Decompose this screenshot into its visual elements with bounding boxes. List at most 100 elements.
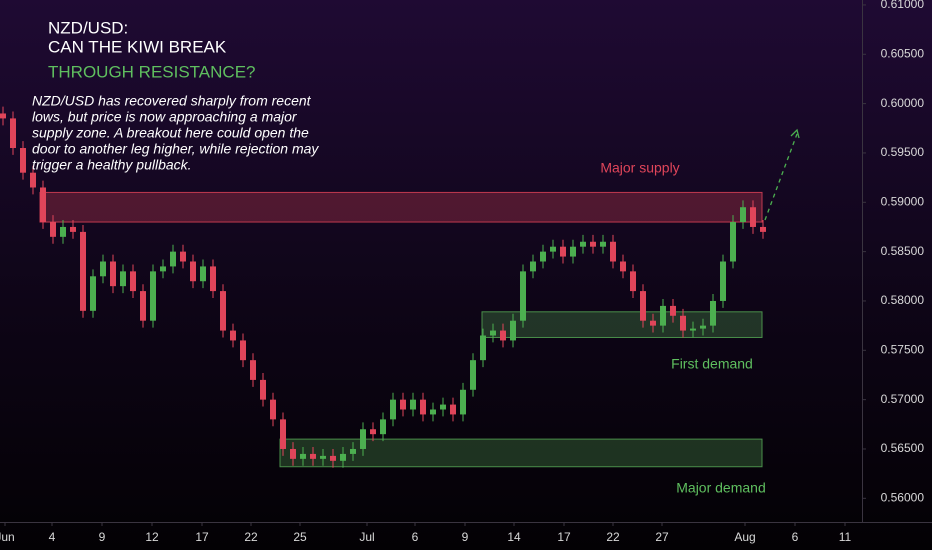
candle-body — [360, 429, 366, 449]
candle-body — [480, 335, 486, 361]
candle-body — [730, 222, 736, 262]
candle-body — [130, 271, 136, 292]
candle-body — [190, 261, 196, 282]
candle-body — [10, 118, 16, 149]
candle-body — [680, 315, 686, 331]
candle-body — [340, 453, 346, 461]
zone — [39, 191, 763, 223]
candle-body — [120, 271, 126, 287]
zone-label: First demand — [671, 356, 753, 372]
candle-body — [170, 251, 176, 267]
candle-body — [440, 404, 446, 410]
zone-label: Major supply — [600, 160, 679, 176]
candle-body — [20, 148, 26, 173]
candle-body — [750, 207, 756, 227]
candle-body — [150, 271, 156, 321]
candle-body — [80, 231, 86, 311]
candle-body — [270, 399, 276, 420]
y-tick-label: 0.57000 — [881, 392, 925, 406]
candle-body — [760, 226, 766, 232]
y-tick-label: 0.58500 — [881, 244, 925, 258]
candle-body — [660, 305, 666, 326]
zone-label: Major demand — [676, 480, 766, 496]
candle-body — [230, 330, 236, 341]
x-tick-label: 17 — [557, 530, 571, 544]
candle-body — [160, 266, 166, 272]
y-tick-label: 0.61000 — [881, 0, 925, 11]
candle-body — [550, 246, 556, 252]
title-line: NZD/USD: — [48, 18, 128, 37]
y-tick-label: 0.58000 — [881, 293, 925, 307]
projection-arrowhead — [790, 128, 800, 139]
candle-body — [90, 276, 96, 311]
x-tick-label: Jul — [359, 530, 374, 544]
x-tick-label: 22 — [606, 530, 620, 544]
x-tick-label: 17 — [195, 530, 209, 544]
candle-body — [50, 222, 56, 237]
candle-body — [490, 330, 496, 336]
candle-body — [400, 399, 406, 410]
candle-body — [300, 453, 306, 459]
candle-body — [60, 226, 66, 237]
x-tick-label: 14 — [507, 530, 521, 544]
candle-body — [560, 246, 566, 257]
candle-body — [30, 172, 36, 188]
candle-body — [450, 404, 456, 415]
candle-body — [430, 409, 436, 415]
candle-body — [470, 360, 476, 390]
description-line: supply zone. A breakout here could open … — [32, 125, 309, 141]
candle-body — [570, 246, 576, 257]
candle-body — [620, 261, 626, 272]
candle-body — [180, 251, 186, 262]
candle-body — [600, 241, 606, 247]
candle-body — [110, 261, 116, 287]
x-tick-label: 22 — [244, 530, 258, 544]
candle-body — [240, 340, 246, 361]
y-tick-label: 0.57500 — [881, 342, 925, 356]
candle-body — [700, 325, 706, 329]
candle-body — [140, 291, 146, 321]
candle-body — [690, 328, 696, 331]
candle-body — [260, 379, 266, 400]
title-line: CAN THE KIWI BREAK — [48, 37, 227, 56]
candle-body — [460, 389, 466, 415]
candle-body — [410, 399, 416, 410]
y-tick-label: 0.56500 — [881, 441, 925, 455]
candle-body — [380, 419, 386, 435]
y-tick-label: 0.56000 — [881, 490, 925, 504]
y-tick-label: 0.59000 — [881, 194, 925, 208]
candle-body — [210, 266, 216, 292]
candle-body — [510, 320, 516, 341]
candle-body — [100, 261, 106, 277]
title-highlight: THROUGH RESISTANCE? — [48, 62, 256, 81]
candle-body — [280, 419, 286, 449]
x-tick-label: 25 — [293, 530, 307, 544]
x-tick-label: 9 — [462, 530, 469, 544]
candle-body — [610, 241, 616, 262]
candle-body — [40, 187, 46, 223]
candle-body — [530, 261, 536, 272]
description-line: NZD/USD has recovered sharply from recen… — [32, 93, 312, 109]
y-tick-label: 0.60500 — [881, 46, 925, 60]
candle-body — [520, 271, 526, 321]
y-tick-label: 0.60000 — [881, 96, 925, 110]
candle-body — [740, 207, 746, 223]
candle-body — [500, 330, 506, 341]
candle-body — [0, 113, 6, 119]
candle-body — [320, 455, 326, 459]
candle-body — [640, 291, 646, 321]
candle-body — [590, 241, 596, 247]
x-tick-label: 6 — [792, 530, 799, 544]
x-tick-label: Aug — [734, 530, 755, 544]
candle-body — [670, 305, 676, 316]
candle-body — [220, 291, 226, 331]
candle-body — [370, 429, 376, 435]
description-line: door to another leg higher, while reject… — [32, 141, 319, 157]
y-tick-label: 0.59500 — [881, 145, 925, 159]
candle-body — [540, 251, 546, 262]
plot-area — [0, 106, 766, 468]
candle-body — [390, 399, 396, 420]
candle-body — [420, 399, 426, 415]
candle-body — [330, 455, 336, 461]
